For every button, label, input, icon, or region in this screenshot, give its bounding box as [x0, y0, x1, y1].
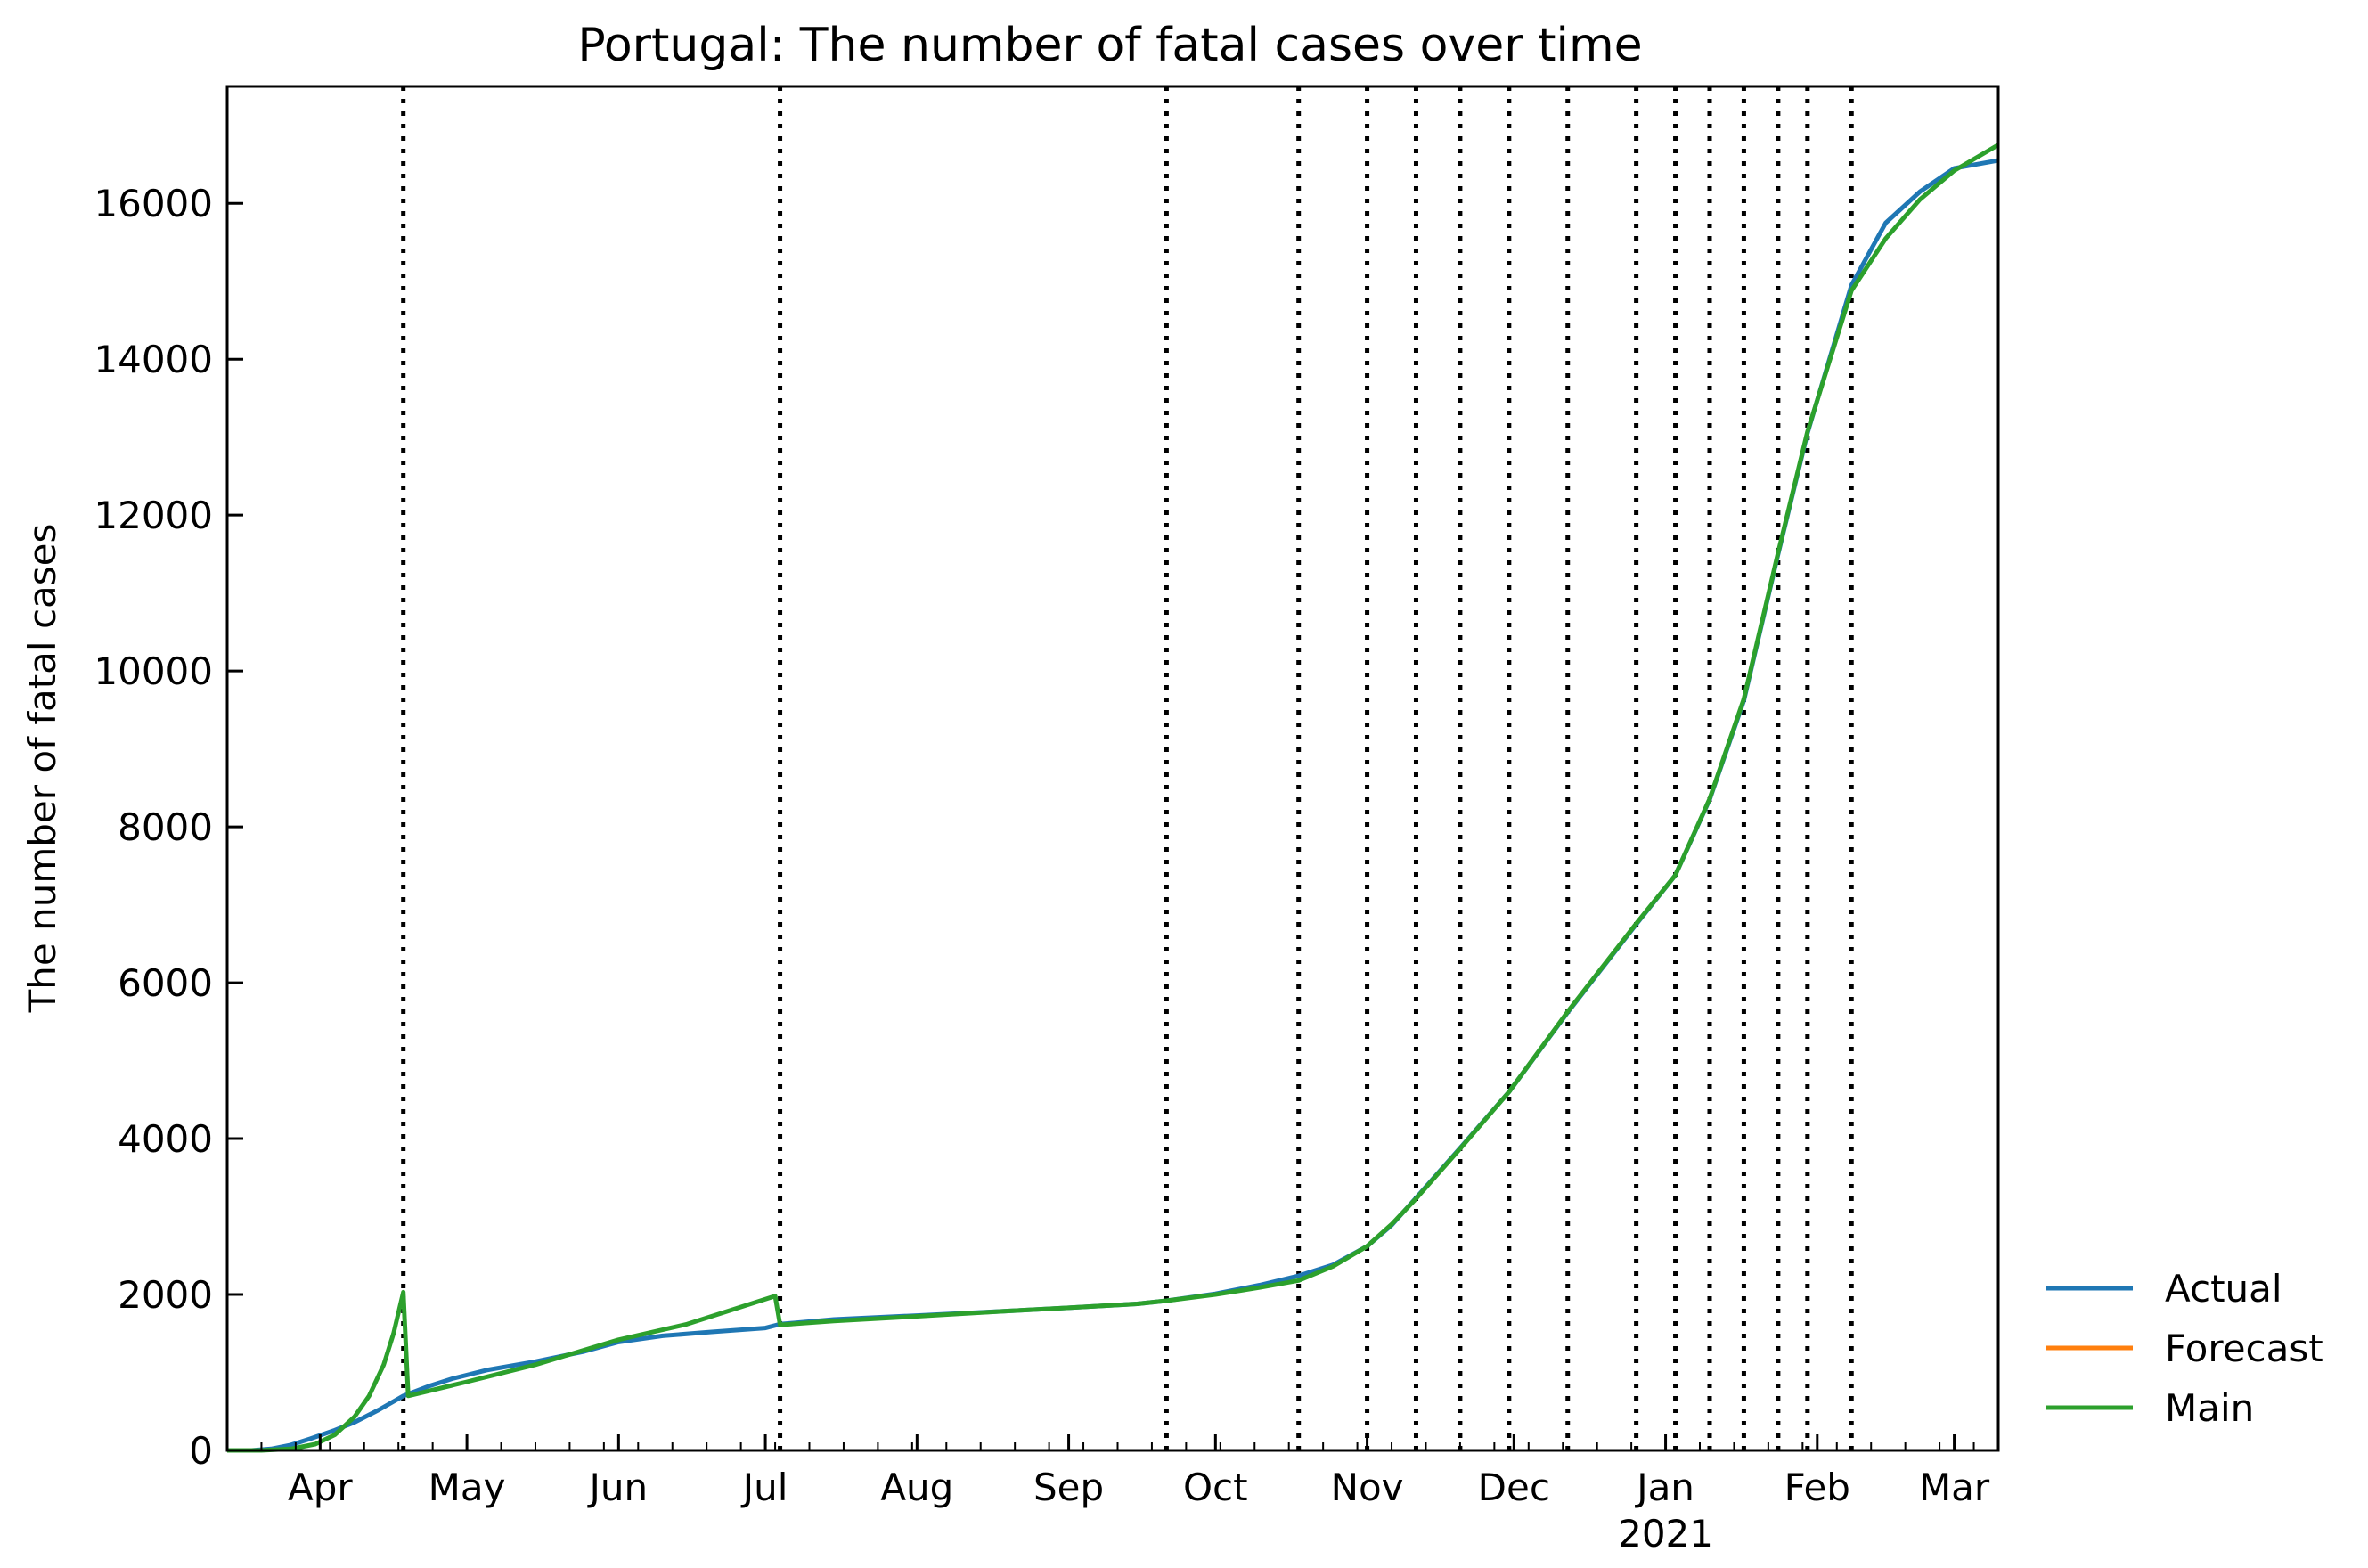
series-lines — [227, 143, 2000, 1453]
y-tick-label: 16000 — [94, 182, 213, 225]
vertical-lines — [401, 86, 1854, 1450]
x-tick-label: Jun — [587, 1466, 649, 1509]
y-tick-label: 2000 — [118, 1273, 213, 1317]
x-tick-label: Dec — [1478, 1466, 1550, 1509]
x-tick-year-label: 2021 — [1618, 1512, 1713, 1556]
y-tick-label: 4000 — [118, 1117, 213, 1161]
y-axis-label: The number of fatal cases — [20, 524, 64, 1014]
y-tick-label: 10000 — [94, 649, 213, 693]
x-tick-label: May — [429, 1466, 506, 1509]
y-tick-label: 8000 — [118, 805, 213, 849]
x-tick-label: Aug — [880, 1466, 953, 1509]
legend-label-actual: Actual — [2165, 1267, 2282, 1311]
x-tick-label: Oct — [1183, 1466, 1248, 1509]
legend-label-main: Main — [2165, 1386, 2254, 1430]
y-tick-label: 12000 — [94, 494, 213, 537]
x-tick-label: Jul — [740, 1466, 788, 1509]
y-tick-label: 0 — [189, 1429, 213, 1473]
y-tick-label: 6000 — [118, 961, 213, 1005]
legend: Actual Forecast Main — [2046, 1267, 2323, 1430]
series-line-main — [227, 143, 2000, 1453]
legend-label-forecast: Forecast — [2165, 1327, 2323, 1370]
x-tick-label: Feb — [1784, 1466, 1850, 1509]
y-tick-label: 14000 — [94, 338, 213, 381]
x-tick-label: Jan — [1634, 1466, 1694, 1509]
x-tick-label: Nov — [1331, 1466, 1404, 1509]
x-tick-label: Mar — [1919, 1466, 1990, 1509]
plot-area — [225, 85, 2000, 1452]
x-tick-label: Apr — [288, 1466, 353, 1509]
chart-title: Portugal: The number of fatal cases over… — [577, 19, 1642, 72]
x-tick-label: Sep — [1033, 1466, 1104, 1509]
